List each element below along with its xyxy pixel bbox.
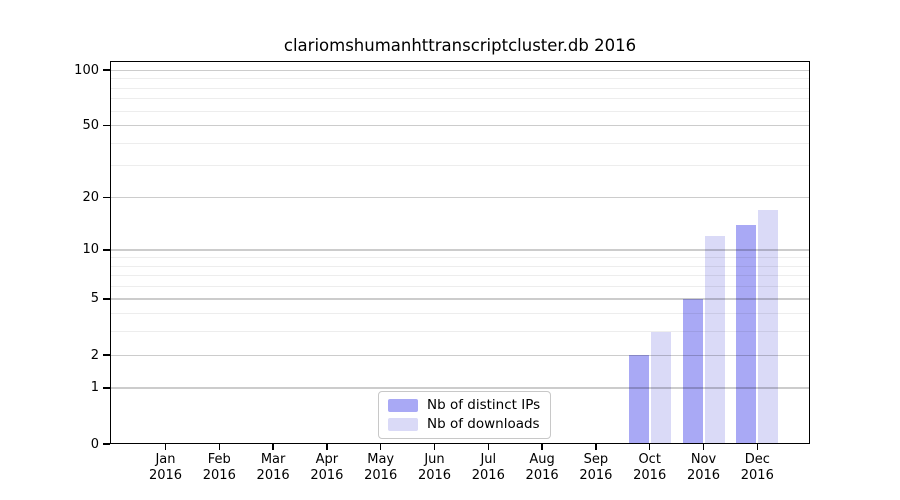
grid-layer xyxy=(110,61,810,444)
legend-label-downloads: Nb of downloads xyxy=(427,416,540,432)
x-tick-label-sep: Sep 2016 xyxy=(579,452,613,483)
y-tick-1 xyxy=(103,387,110,389)
x-tick-label-jul: Jul 2016 xyxy=(471,452,505,483)
y-tick-label-0: 0 xyxy=(90,436,99,452)
gridline-1 xyxy=(110,387,810,389)
x-tick-label-feb: Feb 2016 xyxy=(202,452,236,483)
gridline-90 xyxy=(110,78,810,80)
legend-swatch-distinct-ips xyxy=(388,399,418,412)
bar-nov-downloads xyxy=(704,236,725,444)
x-tick-label-aug: Aug 2016 xyxy=(525,452,559,483)
x-tick-feb xyxy=(218,444,221,450)
gridline-8 xyxy=(110,265,810,267)
y-tick-label-100: 100 xyxy=(74,62,99,78)
bar-dec-downloads xyxy=(758,209,779,444)
y-tick-label-2: 2 xyxy=(90,347,99,363)
gridline-3 xyxy=(110,331,810,333)
x-tick-label-dec: Dec 2016 xyxy=(740,452,774,483)
x-tick-label-may: May 2016 xyxy=(364,452,398,483)
legend-label-distinct-ips: Nb of distinct IPs xyxy=(427,397,541,413)
x-tick-aug xyxy=(541,444,543,450)
bar-nov-distinct-ips xyxy=(682,298,703,444)
gridline-10 xyxy=(110,249,810,251)
gridline-5 xyxy=(110,298,810,300)
x-tick-may xyxy=(379,444,382,450)
y-tick-10 xyxy=(103,249,110,251)
gridline-20 xyxy=(110,196,810,199)
gridline-60 xyxy=(110,110,810,112)
x-tick-label-oct: Oct 2016 xyxy=(633,452,667,483)
x-tick-label-apr: Apr 2016 xyxy=(310,452,344,483)
gridline-9 xyxy=(110,256,810,258)
gridline-80 xyxy=(110,87,810,89)
y-tick-100 xyxy=(103,69,110,71)
y-tick-50 xyxy=(103,124,110,127)
legend: Nb of distinct IPs Nb of downloads xyxy=(378,391,552,439)
x-tick-sep xyxy=(595,444,597,450)
y-tick-label-50: 50 xyxy=(82,118,99,134)
y-tick-label-1: 1 xyxy=(90,380,99,396)
bar-oct-distinct-ips xyxy=(628,355,649,444)
gridline-50 xyxy=(110,125,810,127)
gridline-2 xyxy=(110,354,810,356)
legend-item-distinct-ips: Nb of distinct IPs xyxy=(388,398,540,413)
y-tick-label-20: 20 xyxy=(82,189,99,205)
x-tick-jun xyxy=(433,444,436,450)
gridline-70 xyxy=(110,98,810,100)
bar-dec-distinct-ips xyxy=(736,224,757,444)
gridline-4 xyxy=(110,313,810,315)
gridline-40 xyxy=(110,142,810,144)
y-tick-2 xyxy=(103,354,110,356)
legend-swatch-downloads xyxy=(388,418,418,431)
bar-oct-downloads xyxy=(650,331,671,444)
x-tick-jan xyxy=(164,444,167,450)
x-tick-label-mar: Mar 2016 xyxy=(256,452,290,483)
y-tick-20 xyxy=(103,196,110,199)
x-tick-label-nov: Nov 2016 xyxy=(686,452,721,483)
x-tick-mar xyxy=(272,444,274,450)
gridline-7 xyxy=(110,275,810,277)
y-tick-0 xyxy=(103,443,110,445)
y-tick-label-10: 10 xyxy=(82,242,99,258)
x-tick-oct xyxy=(648,444,651,450)
y-tick-label-5: 5 xyxy=(90,291,99,307)
gridline-100 xyxy=(110,69,810,71)
gridline-6 xyxy=(110,285,810,287)
x-tick-label-jan: Jan 2016 xyxy=(148,452,183,483)
gridline-30 xyxy=(110,165,810,167)
x-tick-apr xyxy=(326,444,328,450)
chart-title: clariomshumanhttranscriptcluster.db 2016 xyxy=(283,36,637,55)
x-tick-dec xyxy=(756,444,759,450)
bars-layer xyxy=(110,61,810,444)
legend-item-downloads: Nb of downloads xyxy=(388,417,540,432)
x-tick-nov xyxy=(702,444,705,450)
plot-area: Nb of distinct IPs Nb of downloads xyxy=(110,61,810,444)
x-tick-label-jun: Jun 2016 xyxy=(417,452,452,483)
x-tick-jul xyxy=(487,444,490,450)
y-tick-5 xyxy=(103,298,110,300)
